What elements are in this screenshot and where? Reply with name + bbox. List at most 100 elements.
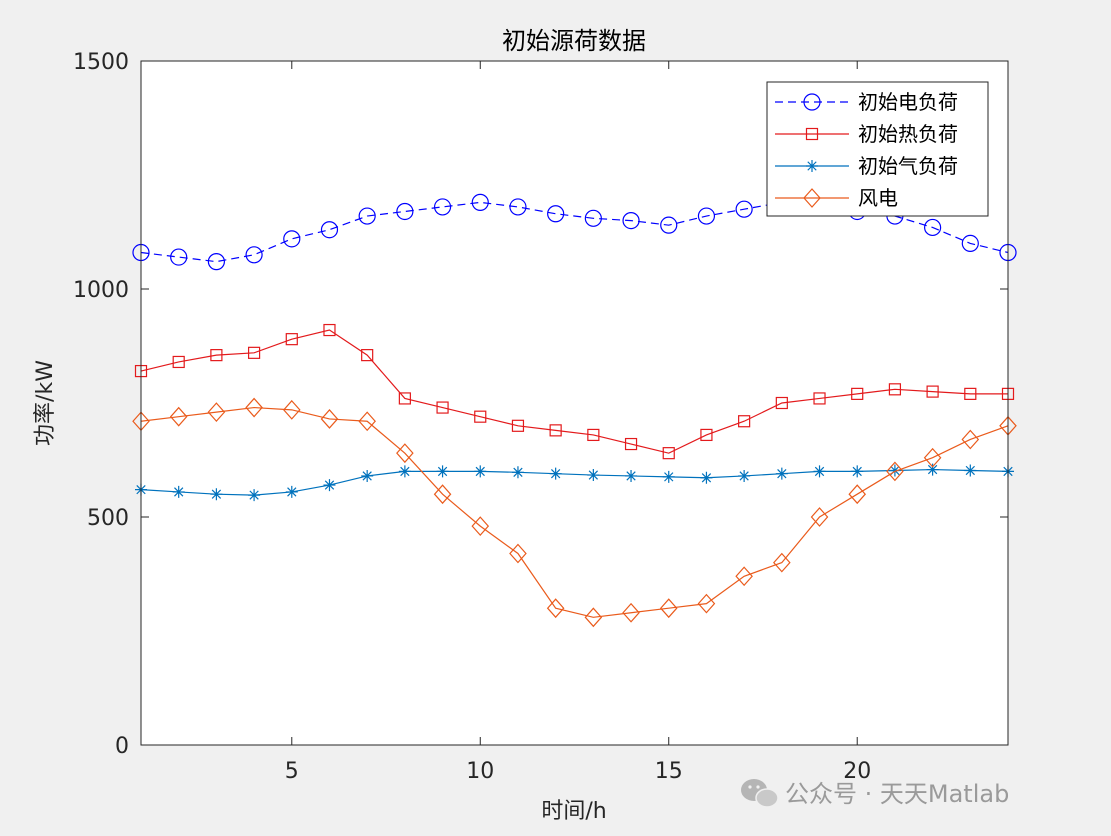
- data-point: [851, 387, 864, 400]
- series-1: [132, 193, 1017, 271]
- data-point: [888, 464, 901, 477]
- data-point: [398, 392, 411, 405]
- data-point: [546, 598, 565, 619]
- data-point: [285, 333, 298, 346]
- data-point: [659, 598, 678, 619]
- data-point: [283, 230, 301, 248]
- data-point: [323, 323, 336, 337]
- x-tick-label: 20: [843, 759, 871, 784]
- data-point: [361, 349, 374, 362]
- data-point: [813, 392, 826, 405]
- y-tick-label: 1000: [73, 278, 129, 303]
- data-point: [924, 218, 942, 237]
- data-point: [474, 410, 487, 423]
- data-point: [169, 406, 188, 427]
- data-point: [775, 396, 788, 410]
- data-point: [926, 385, 939, 398]
- data-point: [848, 484, 867, 505]
- data-point: [511, 466, 524, 479]
- data-point: [471, 516, 490, 537]
- data-point: [961, 429, 980, 450]
- data-point: [323, 479, 336, 492]
- data-point: [248, 489, 261, 502]
- data-point: [282, 399, 301, 420]
- data-point: [358, 411, 376, 432]
- data-point: [396, 443, 414, 464]
- series-line: [140, 201, 1009, 263]
- data-point: [210, 349, 223, 362]
- data-point: [888, 383, 902, 396]
- watermark-text: 公众号 · 天天Matlab: [785, 780, 1009, 808]
- data-point: [398, 465, 411, 478]
- data-point: [433, 484, 452, 505]
- legend-label: 初始电负荷: [858, 90, 958, 114]
- y-axis-label: 功率/kW: [33, 360, 58, 446]
- y-tick-label: 1500: [73, 50, 129, 75]
- data-point: [660, 216, 678, 234]
- data-point: [549, 424, 562, 437]
- legend-item: 初始电负荷: [775, 90, 958, 114]
- data-point: [436, 465, 449, 478]
- data-point: [738, 469, 751, 482]
- data-point: [172, 485, 185, 498]
- data-point: [813, 465, 826, 478]
- data-point: [511, 419, 525, 432]
- data-point: [549, 467, 562, 480]
- data-point: [436, 401, 449, 414]
- legend-item: 初始热负荷: [775, 122, 958, 146]
- legend-swatch-marker: [803, 93, 821, 111]
- legend-swatch-marker: [805, 127, 819, 141]
- legend-item: 风电: [775, 186, 898, 210]
- data-point: [662, 470, 675, 483]
- data-point: [700, 471, 713, 484]
- data-point: [697, 207, 716, 225]
- data-point: [207, 402, 226, 423]
- data-point: [926, 463, 939, 476]
- x-tick-label: 10: [466, 759, 494, 784]
- x-axis-label: 时间/h: [541, 799, 606, 824]
- data-point: [509, 543, 527, 564]
- series-line: [140, 329, 1008, 454]
- data-point: [964, 387, 977, 400]
- legend-swatch-marker: [803, 188, 821, 208]
- data-point: [172, 355, 185, 369]
- data-point: [584, 607, 603, 628]
- y-tick-label: 0: [115, 734, 129, 759]
- data-point: [662, 447, 675, 460]
- y-tick-label: 500: [87, 506, 129, 531]
- data-point: [625, 469, 638, 482]
- data-point: [738, 415, 751, 428]
- data-point: [773, 552, 791, 573]
- data-point: [547, 205, 565, 223]
- data-point: [245, 246, 263, 264]
- x-tick-label: 5: [285, 759, 299, 784]
- axes-box: [140, 60, 1009, 746]
- data-point: [207, 253, 225, 271]
- data-point: [245, 397, 263, 418]
- legend-swatch-marker: [806, 160, 818, 172]
- data-point: [923, 447, 942, 468]
- data-point: [361, 469, 374, 482]
- data-point: [622, 602, 640, 623]
- data-point: [697, 593, 716, 614]
- data-point: [622, 212, 640, 230]
- legend-label: 初始气负荷: [858, 154, 958, 178]
- data-point: [851, 465, 864, 478]
- legend-label: 初始热负荷: [858, 122, 958, 146]
- data-point: [433, 198, 452, 216]
- watermark: 公众号 · 天天Matlab: [741, 779, 1009, 808]
- data-point: [247, 346, 261, 359]
- series-line: [140, 406, 1009, 618]
- data-point: [735, 566, 753, 587]
- data-point: [961, 234, 979, 252]
- data-point: [358, 207, 376, 225]
- wechat-icon: [741, 779, 779, 808]
- data-point: [735, 200, 753, 218]
- data-point: [964, 464, 977, 477]
- data-point: [285, 485, 298, 498]
- x-tick-label: 15: [655, 759, 683, 784]
- data-point: [210, 488, 223, 501]
- data-point: [587, 428, 600, 442]
